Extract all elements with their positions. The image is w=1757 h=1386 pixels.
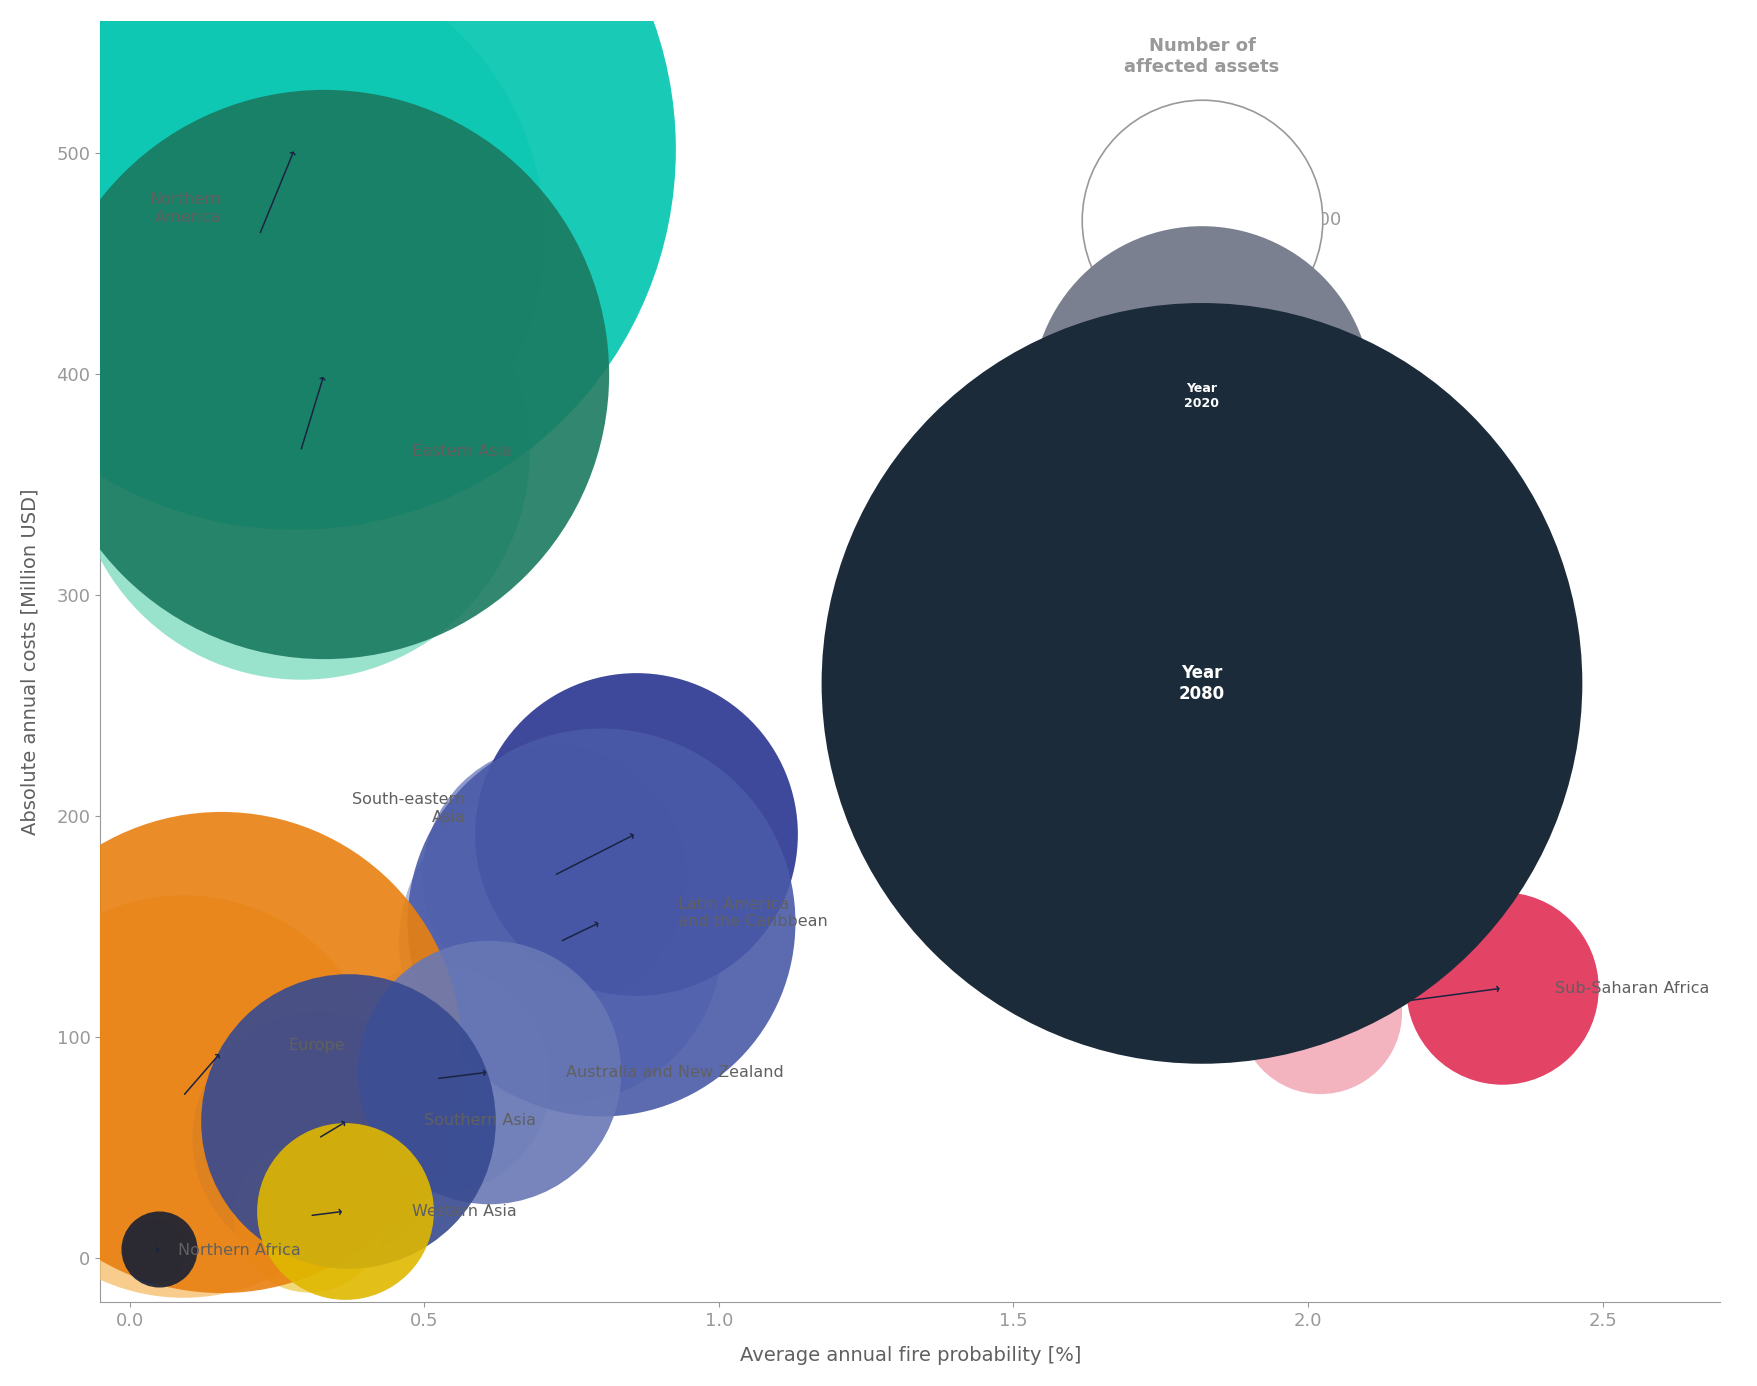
Text: 10000: 10000 bbox=[1297, 387, 1353, 405]
Point bbox=[334, 1110, 362, 1132]
Text: Western Asia: Western Asia bbox=[413, 1203, 517, 1218]
Point bbox=[141, 1240, 169, 1263]
Text: 5000: 5000 bbox=[1297, 211, 1342, 229]
Text: Sub-Saharan Africa: Sub-Saharan Africa bbox=[1555, 981, 1710, 995]
Point bbox=[304, 1127, 332, 1149]
Text: Latin America
and the Caribbean: Latin America and the Caribbean bbox=[678, 897, 828, 929]
Point bbox=[422, 1067, 450, 1089]
Point bbox=[546, 931, 575, 954]
Point bbox=[169, 1085, 197, 1107]
Point bbox=[207, 1041, 235, 1063]
Point bbox=[1305, 1001, 1334, 1023]
Text: South-eastern
Asia: South-eastern Asia bbox=[351, 793, 466, 825]
Point bbox=[281, 137, 309, 159]
Text: Northern
America: Northern America bbox=[149, 193, 221, 225]
Point bbox=[1488, 977, 1516, 999]
Point bbox=[622, 822, 650, 844]
Point bbox=[309, 363, 337, 385]
Text: 50000: 50000 bbox=[1297, 675, 1353, 693]
Text: Eastern Asia: Eastern Asia bbox=[413, 444, 513, 459]
Text: Europe: Europe bbox=[288, 1038, 346, 1053]
Point bbox=[330, 1200, 358, 1222]
Text: Year
2020: Year 2020 bbox=[1184, 383, 1219, 410]
Y-axis label: Absolute annual costs [Million USD]: Absolute annual costs [Million USD] bbox=[21, 488, 40, 834]
Text: Australia and New Zealand: Australia and New Zealand bbox=[566, 1064, 784, 1080]
Text: Year
2080: Year 2080 bbox=[1179, 664, 1225, 703]
Text: Northern Africa: Northern Africa bbox=[177, 1243, 300, 1258]
Text: Number of
affected assets: Number of affected assets bbox=[1124, 37, 1279, 76]
Point bbox=[474, 1062, 503, 1084]
Point bbox=[146, 1238, 174, 1260]
Point bbox=[1188, 385, 1216, 407]
Point bbox=[246, 225, 274, 247]
Point bbox=[539, 865, 568, 887]
Point bbox=[1188, 208, 1216, 230]
Point bbox=[587, 911, 615, 933]
Point bbox=[1188, 672, 1216, 694]
Point bbox=[286, 441, 315, 463]
X-axis label: Average annual fire probability [%]: Average annual fire probability [%] bbox=[740, 1346, 1081, 1365]
Point bbox=[295, 1204, 323, 1227]
Text: Southern Asia: Southern Asia bbox=[423, 1113, 536, 1128]
